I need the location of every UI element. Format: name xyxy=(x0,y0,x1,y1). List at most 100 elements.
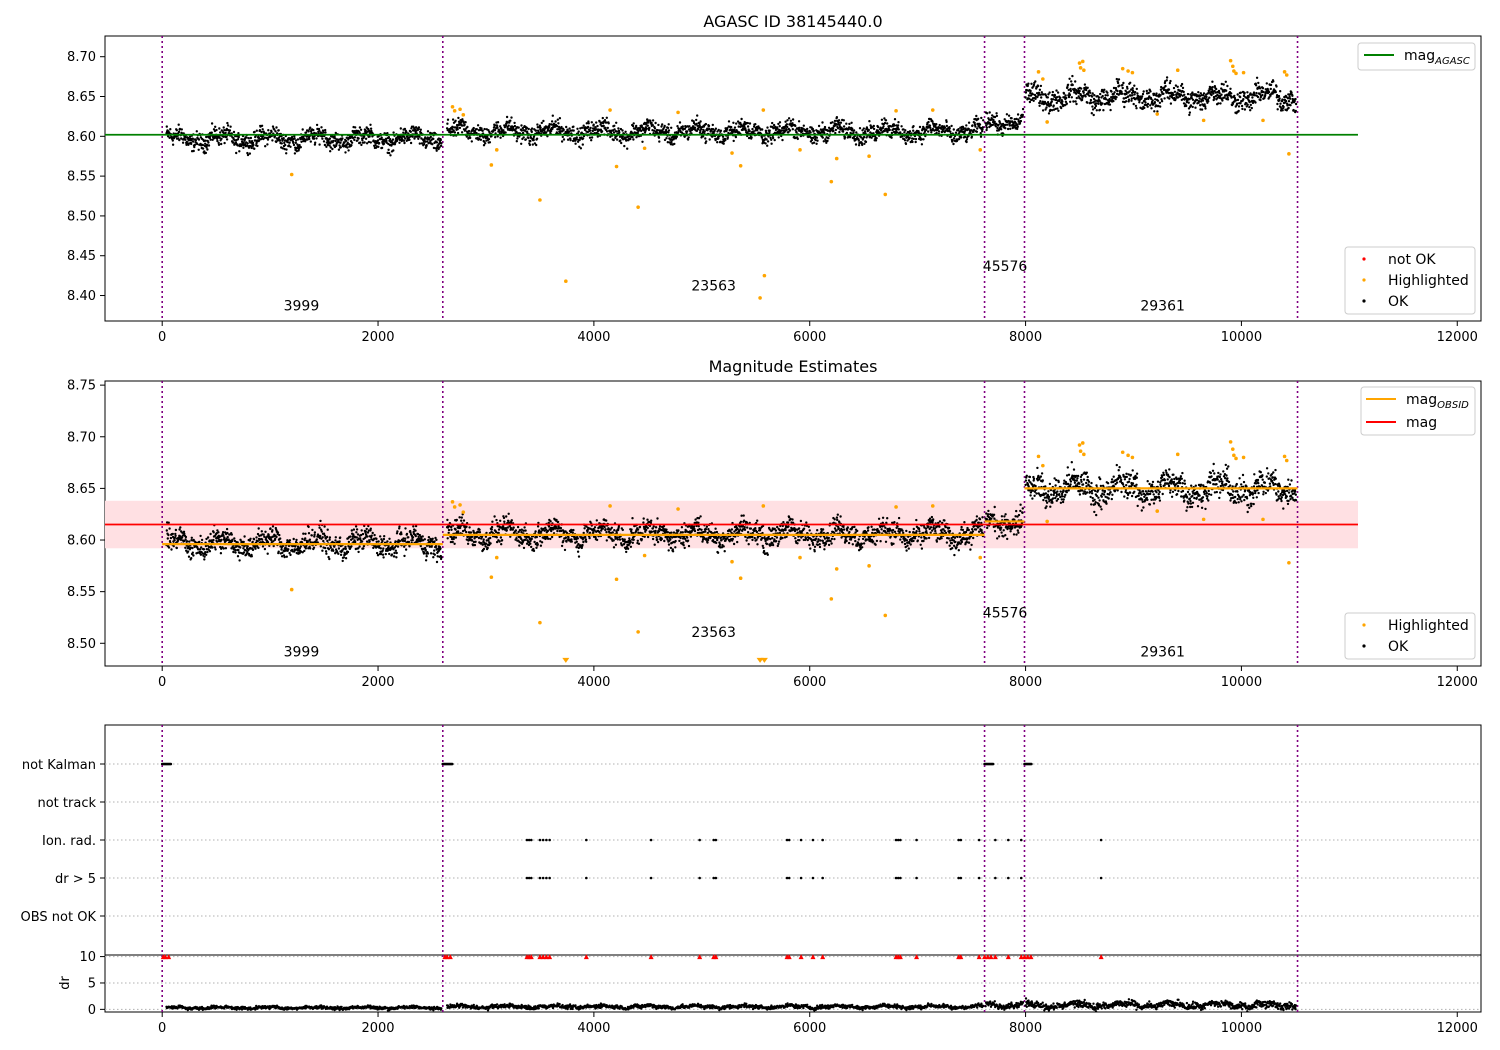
magnitude-highlighted-point xyxy=(1228,440,1233,444)
dr-ytick-label: 5 xyxy=(88,976,96,991)
flag-point xyxy=(811,838,815,842)
legend-not-ok-label: not OK xyxy=(1388,252,1436,268)
magnitude-obsid-label: 45576 xyxy=(983,605,1028,621)
flag-point xyxy=(894,876,898,880)
agasc-highlighted-point xyxy=(883,192,888,197)
agasc-highlighted-point xyxy=(1155,112,1160,116)
magnitude-highlighted-point xyxy=(1232,453,1236,458)
magnitude-highlighted-point xyxy=(1230,447,1235,451)
flag-point xyxy=(821,838,824,842)
magnitude-xtick-label: 8000 xyxy=(1009,675,1042,690)
flag-point xyxy=(1019,876,1023,880)
dr-clipped-marker xyxy=(786,954,792,960)
agasc-highlighted-point xyxy=(636,205,640,209)
agasc-obsid-label: 23563 xyxy=(691,279,736,295)
agasc-highlighted-point xyxy=(461,113,466,117)
flag-point xyxy=(525,876,529,880)
magnitude-offscale-marker xyxy=(760,657,768,663)
magnitude-highlighted-point xyxy=(458,503,462,507)
magnitude-highlighted-point xyxy=(1261,517,1265,522)
agasc-highlighted-point xyxy=(1126,69,1130,73)
legend-not-ok-marker xyxy=(1362,257,1366,261)
magnitude-highlighted-point xyxy=(829,597,834,601)
flag-point xyxy=(541,876,545,880)
dr-xtick-label: 6000 xyxy=(793,1021,826,1036)
agasc-highlighted-point xyxy=(450,105,455,109)
magnitude-ytick-label: 8.65 xyxy=(67,482,96,497)
flag-category-label: OBS not OK xyxy=(21,910,97,925)
legend-highlighted-marker xyxy=(1362,278,1366,282)
flag-point xyxy=(1019,838,1023,842)
agasc-ok-points xyxy=(445,114,985,150)
magnitude-xtick-label: 2000 xyxy=(361,675,394,690)
agasc-highlighted-point xyxy=(289,172,294,177)
agasc-xtick-label: 6000 xyxy=(793,330,826,345)
panel-agasc-title: AGASC ID 38145440.0 xyxy=(703,12,882,31)
flag-point xyxy=(799,838,803,842)
dr-clipped-marker xyxy=(1005,954,1011,960)
flag-point xyxy=(787,876,791,880)
legend-magnitude-top: magOBSID mag xyxy=(1360,386,1476,436)
dr-clipped-marker xyxy=(1025,954,1031,960)
flag-point xyxy=(1007,876,1010,880)
magnitude-highlighted-point xyxy=(1036,454,1041,459)
magnitude-highlighted-point xyxy=(1201,517,1206,522)
agasc-highlighted-point xyxy=(489,163,494,167)
agasc-ytick-label: 8.45 xyxy=(67,249,96,264)
agasc-highlighted-point xyxy=(730,151,734,155)
flag-category-label: not Kalman xyxy=(22,758,96,773)
magnitude-obsid-label: 3999 xyxy=(284,645,320,661)
flag-point xyxy=(698,838,701,842)
agasc-highlighted-point xyxy=(762,273,767,278)
agasc-xtick-label: 4000 xyxy=(577,330,610,345)
dr-clipped-marker xyxy=(985,954,991,960)
agasc-highlighted-point xyxy=(1230,64,1235,69)
dr-clipped-marker xyxy=(537,954,543,960)
flag-point xyxy=(811,876,815,880)
agasc-highlighted-point xyxy=(1228,58,1233,63)
flag-point xyxy=(957,876,960,880)
flag-point xyxy=(548,876,551,880)
flag-point xyxy=(785,876,789,880)
magnitude-highlighted-point xyxy=(642,553,647,558)
agasc-highlighted-point xyxy=(1234,71,1238,76)
flag-point xyxy=(712,838,715,842)
dr-xtick-label: 12000 xyxy=(1437,1021,1478,1036)
panel-dr: dr 0 2000 4000 6000 8000 10000 12000 0 5 10 xyxy=(58,950,1482,1036)
legend-highlighted-label: Highlighted xyxy=(1388,273,1469,289)
agasc-xtick-label: 2000 xyxy=(361,330,394,345)
agasc-highlighted-point xyxy=(494,148,499,152)
legend-agasc-top-box xyxy=(1357,42,1476,71)
flag-point xyxy=(545,838,548,842)
flag-point xyxy=(1030,762,1033,766)
agasc-highlighted-point xyxy=(642,146,647,151)
magnitude-ytick-label: 8.70 xyxy=(67,430,96,445)
agasc-obsid-label: 3999 xyxy=(284,299,320,315)
magnitude-highlighted-point xyxy=(1175,452,1180,457)
magnitude-obsid-label: 23563 xyxy=(691,625,736,641)
agasc-highlighted-point xyxy=(1261,118,1265,123)
flag-point xyxy=(529,876,533,880)
panel-agasc-plot-area: 3999 23563 45576 29361 0 2000 4000 6000 8000 1000… xyxy=(67,36,1478,345)
magnitude-highlighted-point xyxy=(730,559,734,564)
legend-ok-marker xyxy=(1362,299,1366,303)
magnitude-highlighted-point xyxy=(930,504,935,508)
magnitude-highlighted-point xyxy=(1078,449,1083,454)
dr-xtick-label: 2000 xyxy=(361,1021,394,1036)
agasc-highlighted-point xyxy=(978,148,983,152)
flag-point xyxy=(899,838,902,842)
flag-point xyxy=(712,876,715,880)
magnitude-ytick-label: 8.75 xyxy=(67,379,96,394)
flag-point xyxy=(541,838,545,842)
magnitude-highlighted-point xyxy=(834,567,839,571)
magnitude-highlighted-point xyxy=(1287,560,1291,565)
magnitude-highlighted-point xyxy=(1077,443,1082,447)
agasc-highlighted-point xyxy=(1077,61,1082,65)
flag-point xyxy=(545,876,548,880)
flag-point xyxy=(1007,838,1010,842)
flag-point xyxy=(915,876,918,880)
agasc-highlighted-point xyxy=(1232,69,1236,73)
flag-point xyxy=(529,838,533,842)
magnitude-highlighted-point xyxy=(1041,463,1045,468)
